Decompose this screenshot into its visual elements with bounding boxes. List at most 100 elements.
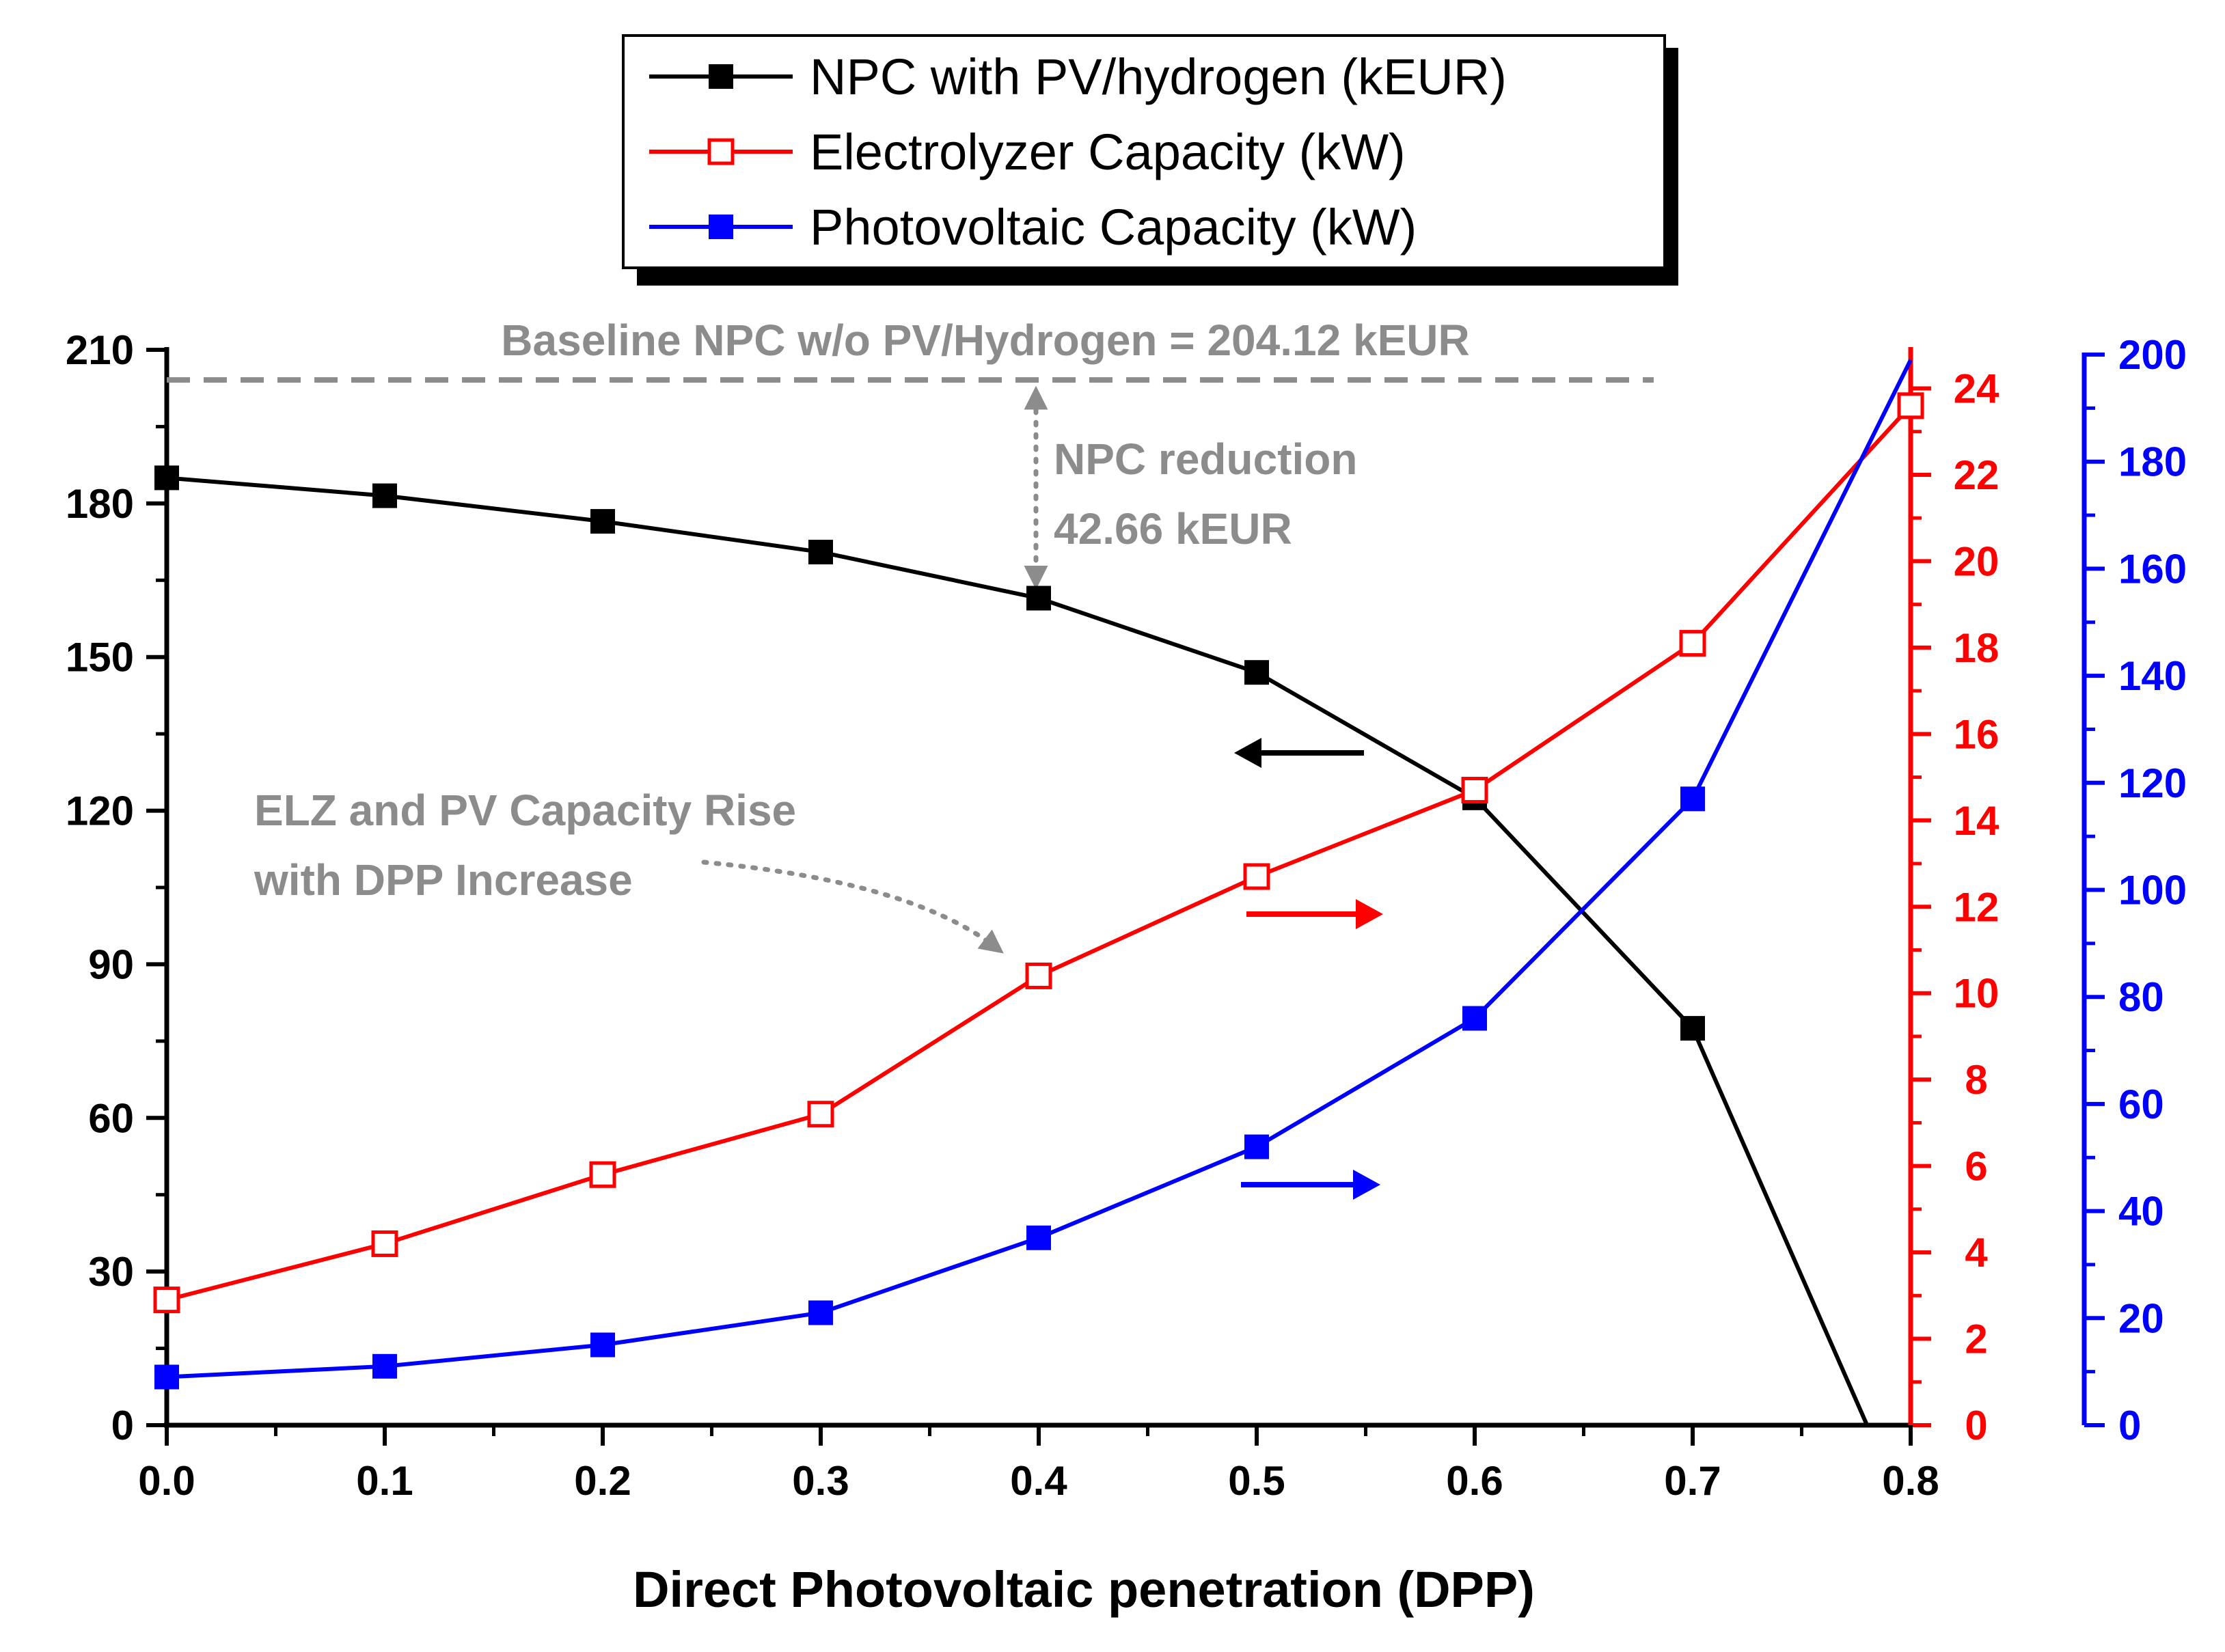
photovoltaic-axis-arrow: [1241, 1170, 1380, 1200]
npc-point: [154, 465, 179, 491]
x-tick-label: 0.7: [1664, 1458, 1721, 1504]
x-tick-label: 0.4: [1010, 1458, 1067, 1504]
blue-tick-label: 60: [2118, 1082, 2164, 1127]
red-tick-label: 0: [1965, 1403, 1987, 1448]
npc-point: [590, 509, 615, 534]
blue-tick-label: 180: [2118, 439, 2187, 485]
photovoltaic-point: [1026, 1225, 1051, 1250]
capacity-rise-line1: ELZ and PV Capacity Rise: [254, 786, 796, 835]
legend-label-electrolyzer: Electrolyzer Capacity (kW): [810, 124, 1406, 180]
legend-entry-npc: NPC with PV/hydrogen (kEUR): [649, 49, 1507, 105]
photovoltaic-point: [1462, 1006, 1487, 1031]
legend-label-photovoltaic: Photovoltaic Capacity (kW): [810, 199, 1417, 256]
blue-tick-label: 100: [2118, 868, 2187, 913]
npc-point: [1244, 660, 1269, 685]
electrolyzer-point: [1243, 863, 1270, 890]
legend-marker-electrolyzer: [707, 138, 735, 165]
x-tick-label: 0.0: [138, 1458, 195, 1504]
blue-tick-label: 40: [2118, 1189, 2164, 1235]
left-tick-label: 90: [88, 941, 134, 987]
left-tick-label: 60: [88, 1095, 134, 1141]
left-tick-label: 30: [88, 1249, 134, 1295]
npc-point: [1026, 586, 1051, 611]
npc-point: [1680, 1016, 1705, 1041]
npc-point: [808, 540, 833, 565]
blue-tick-label: 160: [2118, 546, 2187, 592]
photovoltaic-point: [372, 1353, 397, 1379]
series-npc: [154, 465, 1869, 1427]
npc-reduction-label: NPC reduction: [1054, 435, 1357, 484]
blue-tick-label: 200: [2118, 332, 2187, 378]
red-tick-label: 24: [1954, 366, 1999, 412]
photovoltaic-point: [154, 1364, 179, 1390]
series-electrolyzer: [153, 392, 1924, 1314]
right-axis-blue-ticks: 0 20 40 60 80 100 120 140 160 180 200: [2084, 332, 2187, 1448]
axis-direction-arrows: [1234, 738, 1383, 1200]
legend-marker-photovoltaic: [709, 215, 733, 239]
electrolyzer-point: [589, 1161, 616, 1188]
blue-tick-label: 0: [2118, 1403, 2141, 1448]
photovoltaic-point: [590, 1332, 615, 1358]
series-photovoltaic: [154, 359, 1913, 1390]
x-tick-label: 0.2: [574, 1458, 631, 1504]
capacity-rise-arrow: [701, 859, 1004, 954]
blue-tick-label: 120: [2118, 760, 2187, 806]
legend-box: [622, 34, 1666, 269]
electrolyzer-point: [1025, 962, 1052, 989]
npc-point: [372, 483, 397, 508]
photovoltaic-point: [1244, 1134, 1269, 1159]
x-tick-label: 0.3: [792, 1458, 849, 1504]
electrolyzer-point: [1461, 777, 1488, 804]
red-tick-label: 2: [1965, 1317, 1987, 1362]
left-tick-label: 210: [66, 327, 134, 373]
x-tick-label: 0.5: [1228, 1458, 1285, 1504]
capacity-rise-line2: with DPP Increase: [254, 855, 633, 905]
left-tick-label: 150: [66, 635, 134, 680]
electrolyzer-line: [166, 404, 1913, 1302]
left-tick-label: 180: [66, 481, 134, 527]
x-tick-label: 0.6: [1446, 1458, 1503, 1504]
npc-reduction-value: 42.66 kEUR: [1054, 504, 1292, 553]
electrolyzer-point: [1897, 392, 1924, 419]
left-tick-label: 0: [111, 1403, 134, 1448]
legend-entry-photovoltaic: Photovoltaic Capacity (kW): [649, 199, 1417, 256]
red-tick-label: 12: [1954, 884, 1999, 930]
legend-entry-electrolyzer: Electrolyzer Capacity (kW): [649, 124, 1406, 180]
electrolyzer-point: [371, 1230, 398, 1257]
red-tick-label: 18: [1954, 625, 1999, 671]
red-tick-label: 20: [1954, 538, 1999, 584]
red-tick-label: 22: [1954, 452, 1999, 498]
npc-line: [166, 476, 1869, 1427]
left-tick-label: 120: [66, 788, 134, 834]
electrolyzer-point: [153, 1286, 180, 1314]
blue-tick-label: 80: [2118, 974, 2164, 1020]
capacity-rise-annotation: ELZ and PV Capacity Rise with DPP Increa…: [254, 786, 1004, 954]
legend-marker-npc: [709, 64, 733, 89]
electrolyzer-point: [807, 1101, 834, 1128]
x-axis-ticks: 0.0 0.1 0.2 0.3 0.4 0.5 0.6 0.7 0.8: [138, 1425, 1939, 1504]
blue-tick-label: 20: [2118, 1295, 2164, 1341]
red-tick-label: 14: [1954, 798, 1999, 844]
red-tick-label: 10: [1954, 971, 1999, 1017]
red-tick-label: 6: [1965, 1144, 1987, 1189]
red-tick-label: 4: [1965, 1230, 1988, 1276]
legend: NPC with PV/hydrogen (kEUR) Electrolyzer…: [622, 34, 1678, 286]
x-tick-label: 0.8: [1882, 1458, 1939, 1504]
red-tick-label: 8: [1965, 1057, 1987, 1103]
x-axis-title: Direct Photovoltaic penetration (DPP): [633, 1561, 1535, 1618]
left-axis-ticks: 0 30 60 90 120 150 180 210: [66, 327, 167, 1448]
blue-tick-label: 140: [2118, 653, 2187, 699]
electrolyzer-point: [1679, 630, 1706, 657]
npc-reduction-annotation: NPC reduction 42.66 kEUR: [1024, 385, 1357, 590]
baseline-label: Baseline NPC w/o PV/Hydrogen = 204.12 kE…: [501, 316, 1469, 365]
photovoltaic-point: [808, 1300, 833, 1325]
x-tick-label: 0.1: [356, 1458, 413, 1504]
red-tick-label: 16: [1954, 711, 1999, 757]
npc-axis-arrow: [1234, 738, 1364, 768]
series-layer: [153, 359, 1924, 1427]
baseline: Baseline NPC w/o PV/Hydrogen = 204.12 kE…: [167, 316, 1654, 383]
electrolyzer-axis-arrow: [1246, 899, 1383, 929]
